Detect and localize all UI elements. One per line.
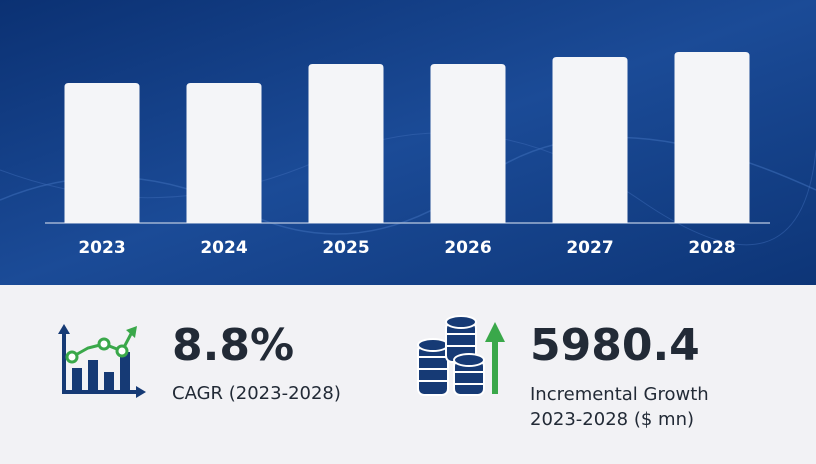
bar (186, 83, 262, 223)
cagr-label: CAGR (2023-2028) (172, 383, 341, 404)
coins-icon (417, 315, 505, 396)
x-tick-label: 2025 (322, 238, 369, 258)
growth-label: Incremental Growth (530, 384, 709, 405)
bar (552, 57, 628, 223)
x-tick-label: 2024 (200, 238, 247, 258)
growth-value: 5980.4 (530, 320, 700, 371)
bars (64, 52, 750, 223)
bar (674, 52, 750, 223)
x-tick-label: 2028 (688, 238, 735, 258)
x-tick-label: 2023 (78, 238, 125, 258)
growth-label: 2023-2028 ($ mn) (530, 409, 694, 430)
chart-icon (58, 324, 146, 398)
cagr-value: 8.8% (172, 320, 294, 371)
x-tick-label: 2027 (566, 238, 613, 258)
x-tick-label: 2026 (444, 238, 491, 258)
bar (64, 83, 140, 223)
bar (430, 64, 506, 223)
stats-background (0, 285, 816, 464)
bar (308, 64, 384, 223)
